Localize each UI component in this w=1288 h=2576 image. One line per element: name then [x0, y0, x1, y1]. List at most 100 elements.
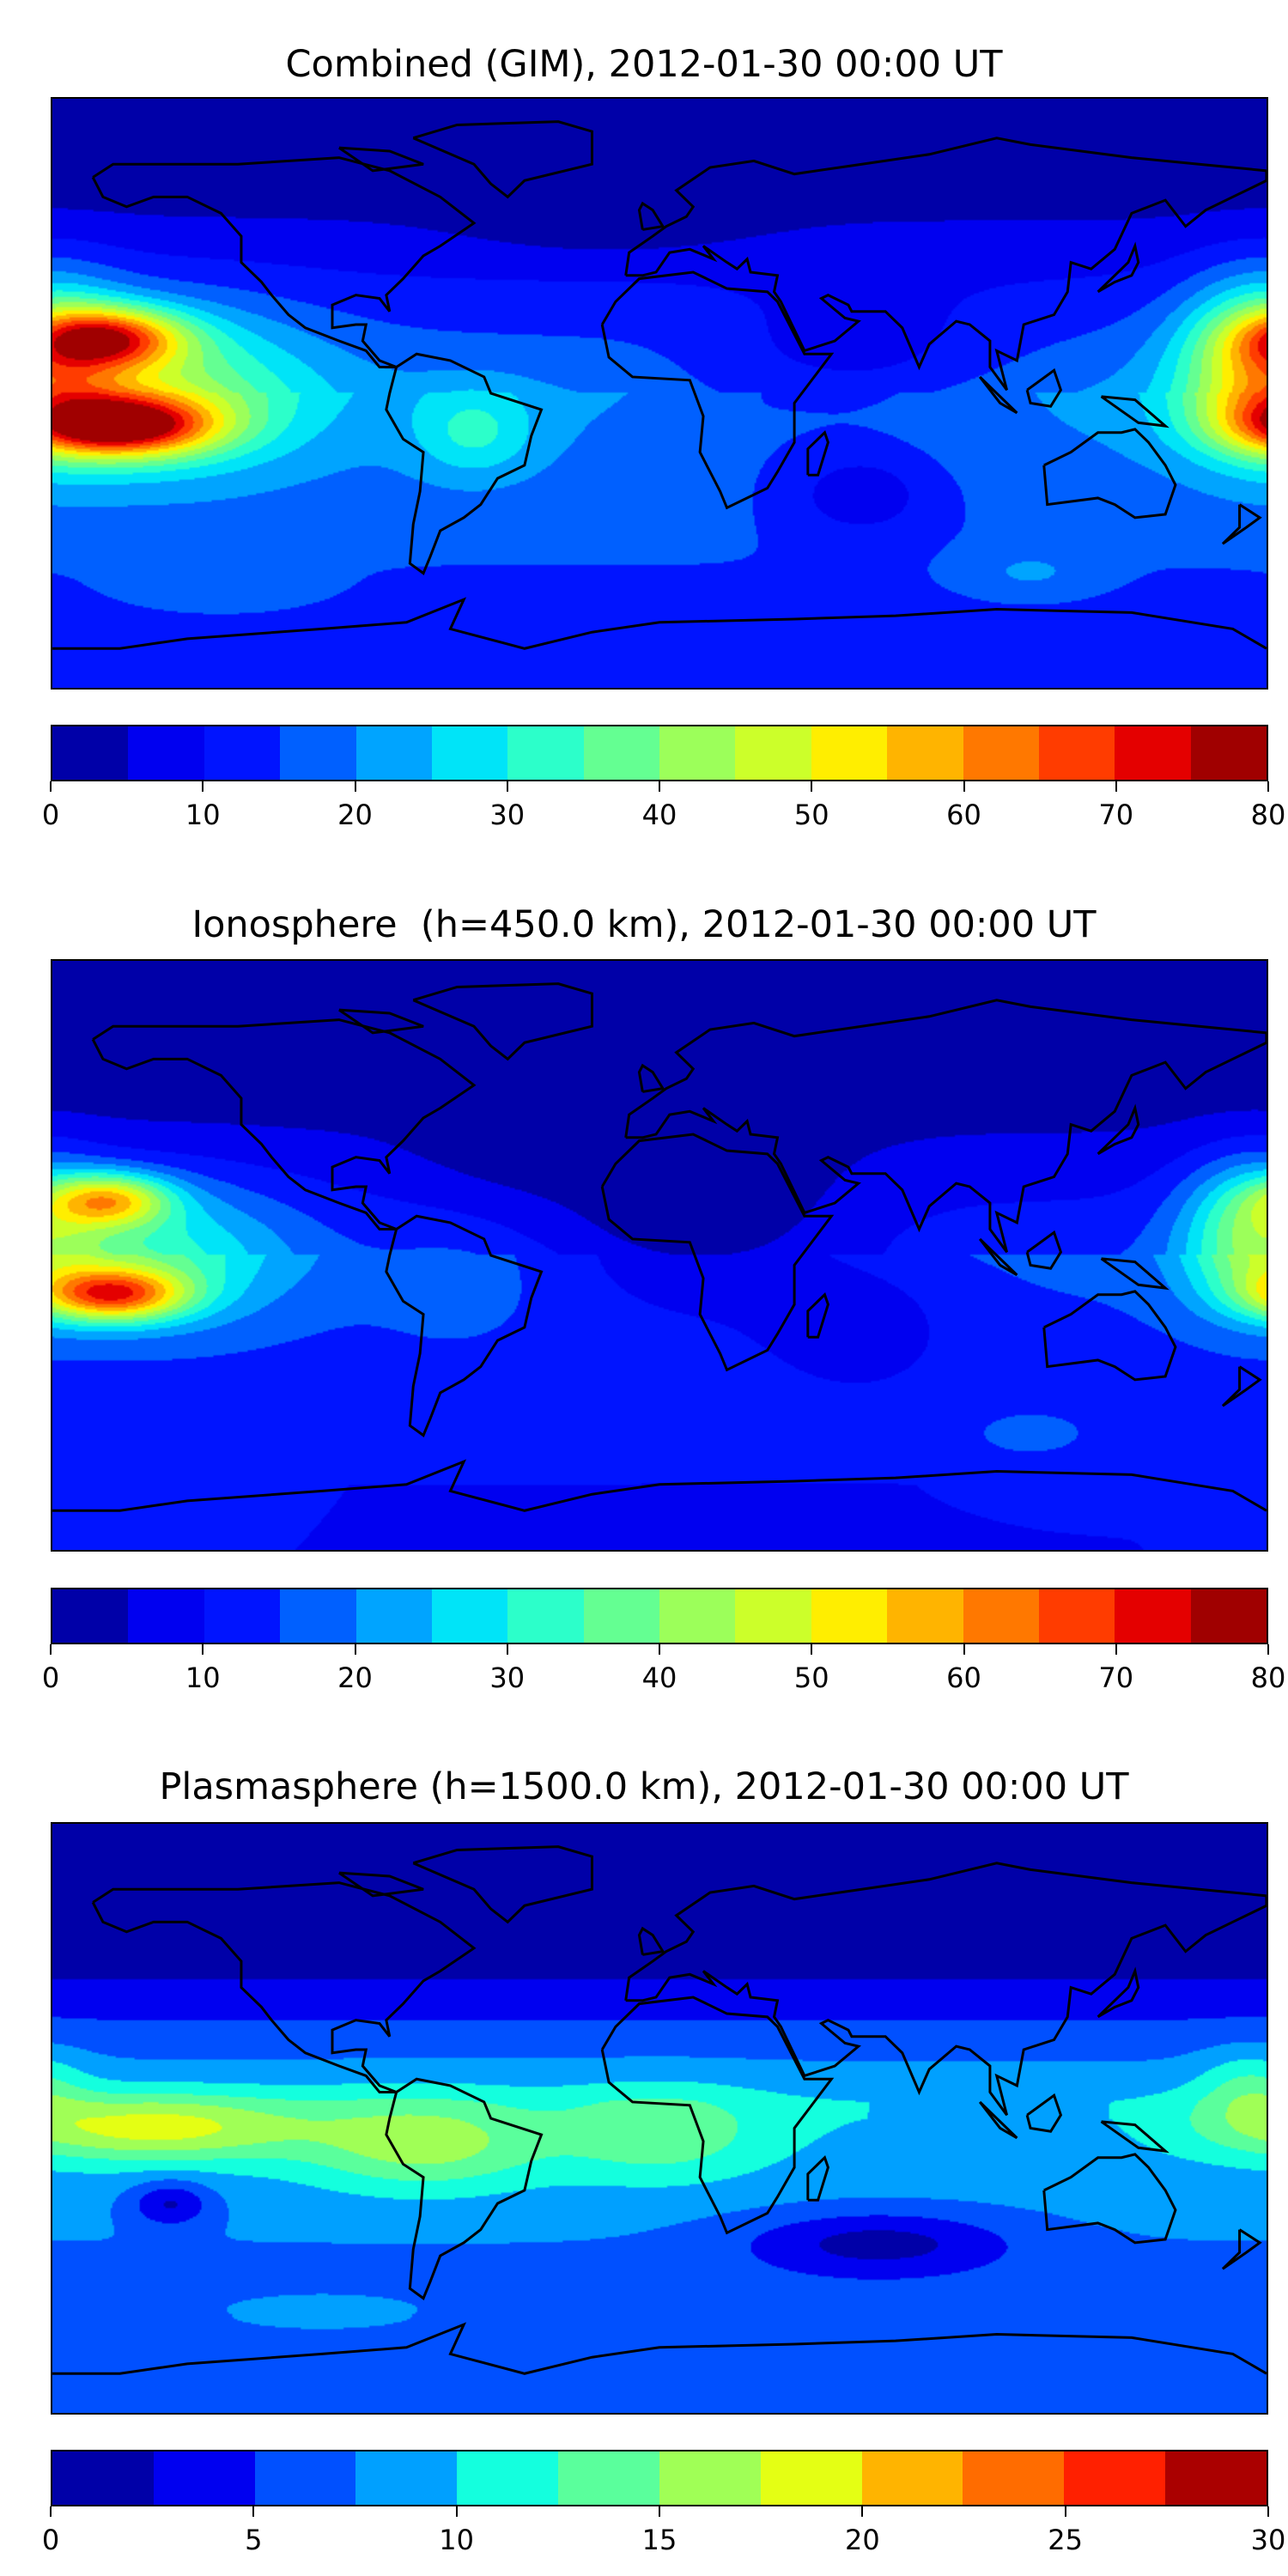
- coastline: [1102, 397, 1166, 426]
- colorbar-tick: [659, 2506, 660, 2517]
- colorbar-segment: [431, 726, 508, 780]
- colorbar-tick: [252, 2506, 255, 2517]
- coastline: [639, 1066, 662, 1091]
- colorbar-segment: [659, 2451, 761, 2505]
- coastline: [52, 599, 1267, 648]
- coastline: [1027, 370, 1060, 406]
- colorbar-segment: [811, 726, 888, 780]
- colorbar-segment: [128, 1589, 204, 1643]
- colorbar-tick-label: 10: [185, 799, 221, 831]
- coastline: [93, 1883, 474, 2093]
- colorbar-segment: [963, 1589, 1039, 1643]
- panel-2-title: Ionosphere (h=450.0 km), 2012-01-30 00:0…: [191, 903, 1097, 946]
- colorbar-tick: [1115, 1644, 1117, 1655]
- contour-field: [52, 1824, 1267, 2413]
- coastline: [1044, 1291, 1176, 1380]
- colorbar-segment: [811, 1589, 888, 1643]
- coastline: [808, 433, 829, 476]
- coastline: [413, 1847, 592, 1923]
- colorbar-segment: [52, 2451, 154, 2505]
- coastline: [1102, 1259, 1166, 1288]
- colorbar-tick: [811, 1644, 813, 1655]
- coastline: [1102, 2122, 1166, 2151]
- panel-2-colorbar: [51, 1588, 1268, 1644]
- colorbar-tick: [659, 781, 660, 792]
- coastline: [639, 204, 662, 229]
- colorbar-tick: [861, 2506, 864, 2517]
- colorbar-tick-label: 10: [185, 1662, 221, 1694]
- colorbar-tick: [1267, 1644, 1269, 1655]
- coastline: [386, 354, 542, 573]
- contour-field: [52, 99, 1267, 688]
- colorbar-tick-label: 15: [641, 2524, 677, 2556]
- colorbar-segment: [507, 726, 584, 780]
- colorbar-segment: [659, 726, 736, 780]
- colorbar-segment: [963, 726, 1039, 780]
- colorbar-segment: [659, 1589, 736, 1643]
- colorbar-segment: [887, 726, 963, 780]
- coastline: [339, 1873, 423, 1896]
- colorbar-tick: [963, 781, 965, 792]
- colorbar-segment: [1064, 2451, 1166, 2505]
- colorbar-segment: [963, 2451, 1065, 2505]
- panel-2-map: [51, 959, 1268, 1552]
- colorbar-tick-label: 60: [946, 1662, 981, 1694]
- panel-1-map: [51, 97, 1268, 690]
- coastline: [1223, 505, 1260, 544]
- colorbar-tick: [1267, 2506, 1269, 2517]
- coastline: [1223, 2230, 1260, 2269]
- colorbar-segment: [760, 2451, 862, 2505]
- colorbar-segment: [1115, 726, 1191, 780]
- coastline: [339, 148, 423, 171]
- coastline: [626, 1000, 1267, 1252]
- colorbar-segment: [861, 2451, 963, 2505]
- colorbar-tick: [202, 781, 204, 792]
- panel-3-map: [51, 1822, 1268, 2415]
- colorbar-tick: [50, 781, 52, 792]
- colorbar-segment: [1165, 2451, 1267, 2505]
- colorbar-segment: [355, 2451, 458, 2505]
- colorbar-segment: [204, 726, 281, 780]
- coastline: [1098, 1109, 1139, 1154]
- colorbar-tick-label: 0: [41, 2524, 60, 2556]
- coastline: [386, 1216, 542, 1435]
- panel-1-colorbar: [51, 725, 1268, 781]
- colorbar-segment: [254, 2451, 356, 2505]
- colorbar-segment: [128, 726, 204, 780]
- coastline: [93, 158, 474, 368]
- coastline: [626, 1863, 1267, 2115]
- colorbar-tick-label: 30: [1250, 2524, 1286, 2556]
- coastline: [413, 984, 592, 1060]
- coastlines: [52, 961, 1267, 1550]
- coastline: [1044, 429, 1176, 518]
- colorbar-tick-label: 25: [1048, 2524, 1084, 2556]
- colorbar-tick-label: 30: [489, 1662, 526, 1694]
- coastline: [1098, 246, 1139, 292]
- colorbar-segment: [1038, 1589, 1115, 1643]
- coastlines: [52, 1824, 1267, 2413]
- colorbar-segment: [280, 1589, 356, 1643]
- colorbar-segment: [1038, 726, 1115, 780]
- coastline: [93, 1020, 474, 1230]
- colorbar-tick: [455, 2506, 458, 2517]
- coastline: [808, 2158, 829, 2201]
- colorbar-tick: [50, 2506, 52, 2517]
- colorbar-tick: [50, 1644, 52, 1655]
- panel-3-title: Plasmasphere (h=1500.0 km), 2012-01-30 0…: [159, 1765, 1129, 1808]
- coastline: [980, 2102, 1017, 2138]
- colorbar-tick-label: 40: [641, 1662, 677, 1694]
- colorbar-segment: [153, 2451, 255, 2505]
- colorbar-segment: [1190, 1589, 1267, 1643]
- colorbar-segment: [558, 2451, 659, 2505]
- colorbar-segment: [735, 726, 811, 780]
- coastlines: [52, 99, 1267, 688]
- colorbar-tick: [354, 1644, 356, 1655]
- colorbar-segment: [52, 726, 129, 780]
- coastline: [386, 2079, 542, 2298]
- coastline: [626, 138, 1267, 390]
- colorbar-tick-label: 70: [1098, 1662, 1134, 1694]
- colorbar-tick-label: 0: [41, 1662, 60, 1694]
- colorbar-tick-label: 80: [1250, 1662, 1286, 1694]
- colorbar-tick: [811, 781, 813, 792]
- colorbar-segment: [52, 1589, 129, 1643]
